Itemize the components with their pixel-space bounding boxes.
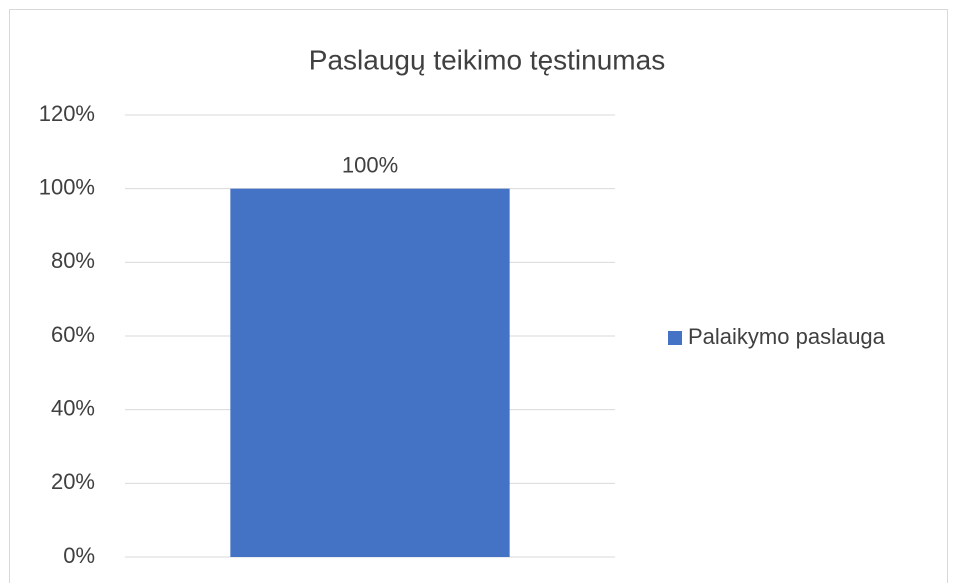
y-tick-label: 40%: [51, 395, 95, 420]
data-label: 100%: [342, 152, 398, 177]
legend-label: Palaikymo paslauga: [688, 324, 886, 349]
y-tick-label: 60%: [51, 322, 95, 347]
bar: [230, 188, 510, 557]
y-tick-label: 20%: [51, 469, 95, 494]
y-tick-label: 100%: [39, 174, 95, 199]
chart-title: Paslaugų teikimo tęstinumas: [309, 44, 665, 75]
y-tick-label: 80%: [51, 248, 95, 273]
y-tick-label: 0%: [63, 543, 95, 568]
legend-swatch: [668, 331, 682, 345]
y-tick-label: 120%: [39, 101, 95, 126]
